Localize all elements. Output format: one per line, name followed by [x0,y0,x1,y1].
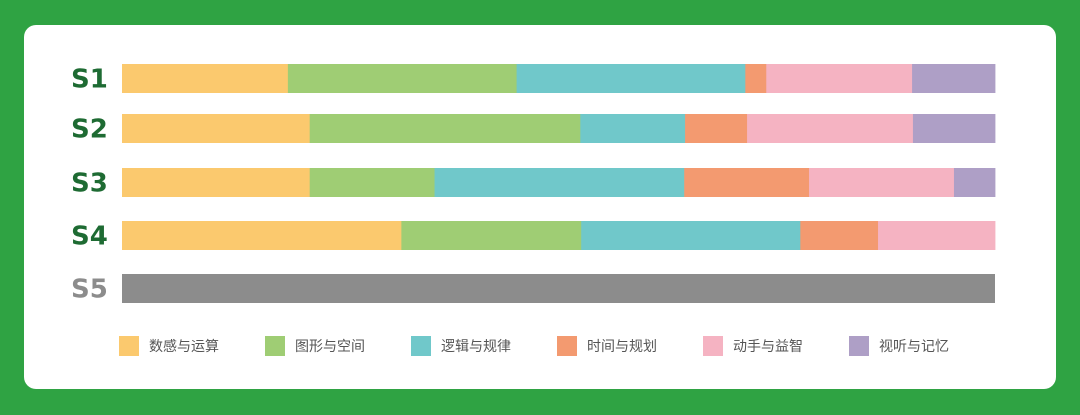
bar-segment-s3-s6 [953,168,996,197]
bar-segment-s4-s1 [122,221,402,250]
bar-segment-s3-s1 [122,168,311,197]
bar-row-s3: S3 [71,168,996,199]
row-label-s2: S2 [71,115,108,145]
legend-item-6: 视听与记忆 [849,336,949,356]
bar-segment-s4-s5 [878,221,996,250]
bar-segment-empty-s5 [122,274,995,303]
bar-segment-s3-s2 [309,168,435,197]
legend-swatch [411,336,431,356]
legend-item-4: 时间与规划 [557,336,657,356]
legend-swatch [703,336,723,356]
bar-segment-s1-s3 [516,64,746,93]
legend-label: 时间与规划 [587,339,657,355]
bar-segment-s1-s4 [745,64,767,93]
legend-swatch [119,336,139,356]
legend-swatch [849,336,869,356]
row-label-s4: S4 [71,222,108,252]
row-label-s1: S1 [71,65,108,95]
legend-label: 动手与益智 [733,339,803,355]
bar-row-s5: S5 [71,274,995,305]
legend-item-5: 动手与益智 [703,336,803,356]
legend-label: 视听与记忆 [879,339,949,355]
chart-legend: 数感与运算 图形与空间 逻辑与规律 时间与规划 动手与益智 视听与记忆 [119,336,949,356]
row-label-s5: S5 [71,275,108,305]
legend-item-1: 数感与运算 [119,336,219,356]
legend-label: 图形与空间 [295,339,365,355]
bar-segment-s3-s5 [809,168,955,197]
stacked-bar-chart: S1 S2 S3 S4 S5 数感与运算 图形与空间 逻辑与规律 时间与规划 动手与益智 视听与记… [71,64,996,356]
bar-row-s2: S2 [71,114,996,145]
bar-segment-s1-s5 [766,64,913,93]
legend-item-2: 图形与空间 [265,336,365,356]
bar-segment-s3-s4 [684,168,810,197]
bar-segment-s2-s1 [122,114,311,143]
bar-row-s1: S1 [71,64,996,95]
bar-segment-s4-s4 [800,221,879,250]
chart-rows: S1 S2 S3 S4 S5 [71,64,996,305]
legend-label: 逻辑与规律 [441,339,511,355]
bar-segment-s2-s4 [685,114,748,143]
bar-segment-s1-s2 [287,64,517,93]
bar-segment-s1-s6 [912,64,996,93]
bar-row-s4: S4 [71,221,996,252]
legend-swatch [265,336,285,356]
bar-segment-s1-s1 [122,64,289,93]
row-label-s3: S3 [71,169,108,199]
bar-segment-s3-s3 [434,168,685,197]
chart-card: S1 S2 S3 S4 S5 数感与运算 图形与空间 逻辑与规律 时间与规划 动手与益智 视听与记… [24,25,1056,389]
bar-segment-s4-s2 [401,221,582,250]
bar-segment-s2-s3 [580,114,686,143]
legend-swatch [557,336,577,356]
legend-label: 数感与运算 [149,338,219,355]
bar-segment-s2-s6 [912,114,996,143]
bar-segment-s2-s2 [309,114,581,143]
legend-item-3: 逻辑与规律 [411,336,511,356]
bar-segment-s2-s5 [747,114,914,143]
bar-segment-s4-s3 [581,221,801,250]
